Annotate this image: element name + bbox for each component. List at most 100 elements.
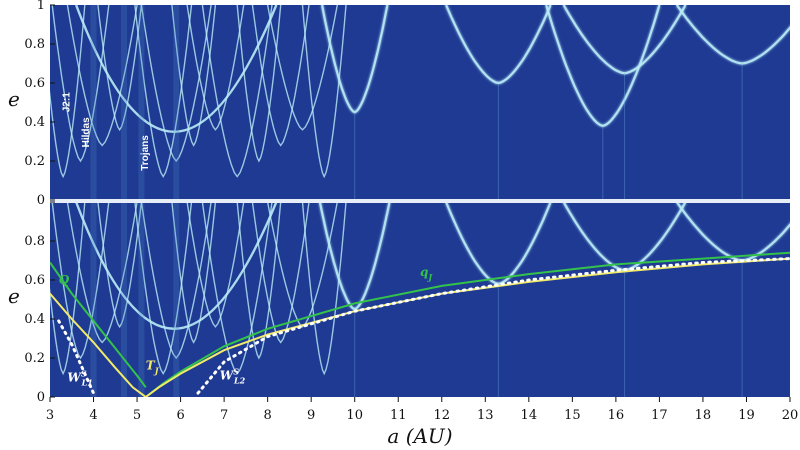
bottom-panel-inner-structure xyxy=(50,202,347,397)
xtick-label-13: 16 xyxy=(608,408,625,423)
bottom-ylabel: e xyxy=(8,284,20,308)
top-arch-3 xyxy=(562,5,687,75)
annotation-main: T xyxy=(146,359,156,373)
top-ytick-label-4: 0.8 xyxy=(24,37,45,52)
xtick-label-17: 20 xyxy=(782,408,799,423)
bottom-inner-arc-11 xyxy=(266,202,338,328)
bottom-inner-arc-12 xyxy=(301,202,347,376)
top-annotation-2: Trojans xyxy=(140,135,151,171)
bottom-ytick-label-2: 0.4 xyxy=(24,312,45,327)
bottom-ytick-label-4: 0.8 xyxy=(24,234,45,249)
top-arch-0 xyxy=(321,5,389,114)
x-axis: 3 4 5 6 7 8 9 10 11 12 13 14 15 16 17 18 19 20 xyxy=(46,397,798,423)
xtick-label-4: 7 xyxy=(220,408,228,423)
top-inner-arc-6 xyxy=(171,5,217,147)
top-panel-annotations: J2:1 Hildas Trojans xyxy=(62,92,151,171)
xtick-label-8: 11 xyxy=(390,408,407,423)
top-inner-arc-8 xyxy=(201,5,273,178)
annotation-sup: S xyxy=(233,366,239,376)
bottom-main-v xyxy=(74,202,278,330)
xtick-label-16: 19 xyxy=(738,408,755,423)
top-inner-arc-7 xyxy=(186,5,245,131)
top-ylabel: e xyxy=(8,87,20,111)
bottom-annotation-4: WS L2 xyxy=(220,366,246,385)
top-inner-arc-2 xyxy=(66,5,138,147)
curve-w-l1 xyxy=(57,319,95,395)
top-inner-arc-3 xyxy=(97,5,143,132)
curve-tj xyxy=(50,257,790,397)
bottom-inner-arc-8 xyxy=(201,202,273,375)
xtick-label-1: 4 xyxy=(89,408,97,423)
bottom-inner-arc-3 xyxy=(97,202,143,329)
bottom-inner-arc-6 xyxy=(171,202,217,344)
bottom-ytick-label-3: 0.6 xyxy=(24,273,45,288)
xtick-label-2: 5 xyxy=(133,408,141,423)
top-inner-arc-4 xyxy=(134,5,193,179)
annotation-main: W xyxy=(220,368,235,382)
top-annotation-0: J2:1 xyxy=(62,92,73,112)
bottom-y-axis: 0 0.2 0.4 0.6 0.8 xyxy=(24,201,55,405)
x-axis-label-text: a (AU) xyxy=(387,424,452,448)
curve-qj xyxy=(145,251,790,397)
top-y-axis: 0 0.2 0.4 0.6 0.8 1 xyxy=(24,0,55,208)
xtick-label-14: 17 xyxy=(651,408,668,423)
annotation-main: Q xyxy=(59,273,70,287)
xtick-label-6: 9 xyxy=(307,408,315,423)
top-band-3 xyxy=(173,5,180,200)
x-axis-label: a (AU) xyxy=(387,424,452,448)
xtick-label-11: 14 xyxy=(521,408,538,423)
bottom-annotation-1: qJ xyxy=(420,265,433,282)
xtick-label-10: 13 xyxy=(477,408,494,423)
bottom-inner-arc-9 xyxy=(236,202,282,360)
bottom-arch-1 xyxy=(445,202,552,286)
bottom-arch-0 xyxy=(318,202,391,311)
bottom-band-0 xyxy=(90,202,97,397)
bottom-band-2 xyxy=(138,202,145,397)
xtick-label-15: 18 xyxy=(695,408,712,423)
annotation-main: q xyxy=(420,265,428,279)
xtick-label-12: 15 xyxy=(564,408,581,423)
top-panel-background xyxy=(50,5,790,200)
top-inner-arc-9 xyxy=(236,5,282,163)
bottom-band-3 xyxy=(173,202,180,397)
annotation-sub: J xyxy=(426,272,433,282)
xtick-label-9: 12 xyxy=(433,408,450,423)
bottom-annotation-3: WS L1 xyxy=(67,368,92,387)
top-inner-arc-0 xyxy=(50,5,86,179)
bottom-inner-arc-7 xyxy=(186,202,245,328)
annotation-main: W xyxy=(67,370,82,384)
bottom-inner-arc-10 xyxy=(251,202,310,344)
top-arch-2 xyxy=(545,5,661,128)
bottom-band-1 xyxy=(121,202,127,397)
xtick-label-5: 8 xyxy=(264,408,272,423)
top-ytick-label-2: 0.4 xyxy=(24,115,45,130)
bottom-panel-curves xyxy=(50,251,790,397)
top-inner-arc-11 xyxy=(266,5,338,131)
top-panel-inner-structure xyxy=(50,5,347,200)
bottom-annotation-0: Q xyxy=(59,273,70,287)
top-band-2 xyxy=(138,5,145,200)
top-annotation-1: Hildas xyxy=(81,117,92,147)
xtick-label-3: 6 xyxy=(176,408,184,423)
xtick-label-7: 10 xyxy=(346,408,363,423)
top-inner-arc-1 xyxy=(51,5,110,163)
top-inner-arc-10 xyxy=(251,5,310,147)
annotation-sub: J xyxy=(153,366,160,376)
bottom-ytick-label-0: 0 xyxy=(37,390,45,405)
top-band-1 xyxy=(121,5,127,200)
top-arch-4 xyxy=(675,5,790,65)
top-inner-arc-12 xyxy=(301,5,347,179)
xtick-label-0: 3 xyxy=(46,408,54,423)
annotation-sup: S xyxy=(81,368,87,378)
top-ytick-label-0: 0 xyxy=(37,193,45,208)
bottom-inner-arc-4 xyxy=(134,202,193,376)
curve-w-l2 xyxy=(196,257,790,395)
top-ytick-label-1: 0.2 xyxy=(24,154,45,169)
annotation-sub: L1 xyxy=(81,377,93,387)
top-panel-arches xyxy=(321,5,790,200)
top-main-v xyxy=(74,5,278,133)
top-ytick-label-3: 0.6 xyxy=(24,76,45,91)
top-ytick-label-5: 1 xyxy=(37,0,45,13)
